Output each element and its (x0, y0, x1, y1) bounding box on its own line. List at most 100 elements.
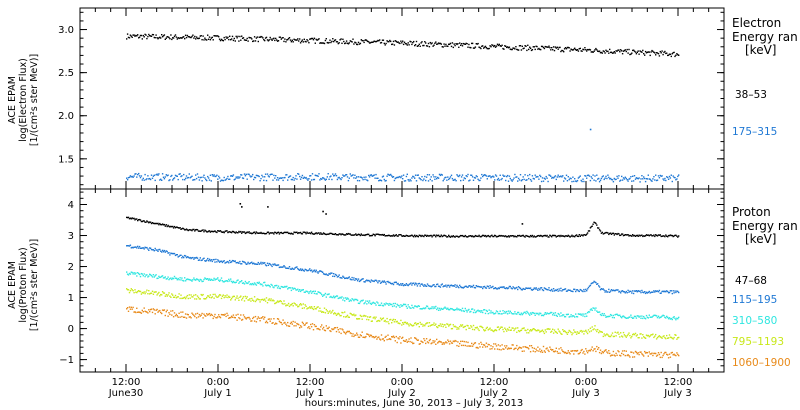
electron-point (458, 175, 460, 178)
proton-point (454, 339, 456, 342)
proton-point (284, 231, 286, 233)
electron-point (338, 176, 340, 179)
electron-point (516, 48, 518, 51)
proton-point (164, 225, 166, 227)
proton-point (273, 233, 275, 235)
proton-point (326, 293, 328, 296)
electron-point (472, 179, 475, 181)
proton-point (357, 302, 360, 304)
electron-point (456, 43, 458, 46)
proton-point (636, 353, 638, 355)
electron-point (587, 49, 590, 51)
proton-point (609, 355, 612, 357)
proton-point (266, 322, 269, 324)
electron-point (218, 38, 221, 40)
proton-point (517, 235, 520, 237)
electron-point (236, 177, 238, 179)
proton-point (676, 352, 678, 354)
proton-point (450, 284, 453, 286)
electron-point (263, 179, 265, 182)
electron-point (619, 180, 621, 182)
proton-point (294, 321, 296, 323)
proton-point (460, 234, 462, 237)
proton-point (637, 352, 639, 354)
proton-point (326, 310, 328, 312)
electron-point (148, 178, 150, 180)
proton-point (126, 307, 129, 309)
proton-point (536, 313, 538, 315)
proton-point (334, 312, 337, 315)
proton-point (171, 226, 173, 228)
proton-point (236, 295, 238, 297)
electron-point (265, 36, 268, 39)
proton-point (237, 279, 239, 281)
electron-point (370, 174, 373, 176)
proton-point (454, 236, 456, 238)
proton-point (163, 249, 166, 252)
proton-point (165, 293, 167, 296)
electron-point (459, 174, 461, 176)
proton-point (448, 308, 450, 311)
proton-point (671, 351, 673, 354)
proton-point (472, 284, 475, 287)
proton-point (197, 316, 200, 318)
proton-point (223, 314, 225, 316)
proton-point (449, 284, 452, 287)
proton-point (265, 232, 268, 235)
proton-point (533, 235, 535, 237)
proton-point (241, 260, 244, 263)
proton-point (418, 305, 420, 307)
proton-point (635, 351, 638, 353)
proton-point (540, 287, 543, 289)
electron-point (403, 41, 406, 43)
electron-point (218, 177, 221, 179)
electron-point (467, 173, 469, 176)
electron-point (460, 43, 463, 45)
proton-point (579, 313, 581, 315)
proton-point (237, 232, 239, 234)
proton-point (174, 315, 177, 317)
proton-point (567, 313, 569, 315)
proton-point (425, 322, 428, 324)
electron-point (425, 176, 428, 178)
electron-point (598, 181, 601, 183)
proton-point (197, 279, 200, 281)
proton-point (269, 232, 271, 234)
proton-point (608, 233, 610, 236)
proton-point (529, 330, 531, 332)
proton-point (580, 314, 582, 316)
proton-point (301, 268, 304, 270)
electron-point (270, 38, 272, 40)
proton-point (521, 327, 523, 330)
electron-point (646, 178, 649, 180)
proton-point (276, 300, 279, 302)
proton-point (607, 291, 609, 293)
electron-point (606, 177, 608, 180)
proton-point (598, 351, 601, 354)
electron-point (620, 49, 622, 51)
proton-point (315, 325, 317, 328)
proton-point (251, 297, 253, 300)
proton-point (190, 279, 192, 281)
proton-point (297, 232, 299, 235)
proton-point (533, 328, 535, 330)
electron-point (450, 45, 453, 48)
proton-point (434, 234, 436, 237)
proton-point (263, 281, 265, 284)
proton-point (573, 353, 575, 355)
electron-point (439, 174, 442, 177)
electron-point (244, 175, 247, 177)
proton-point (134, 273, 136, 275)
electron-point (295, 39, 297, 41)
proton-point (475, 327, 477, 329)
electron-point (586, 50, 588, 52)
electron-point (561, 176, 563, 178)
proton-point (590, 330, 592, 332)
proton-point (506, 310, 508, 313)
proton-point (328, 233, 330, 235)
proton-point (234, 299, 236, 301)
proton-point (339, 296, 341, 299)
electron-point (340, 38, 342, 40)
proton-point (266, 262, 269, 264)
